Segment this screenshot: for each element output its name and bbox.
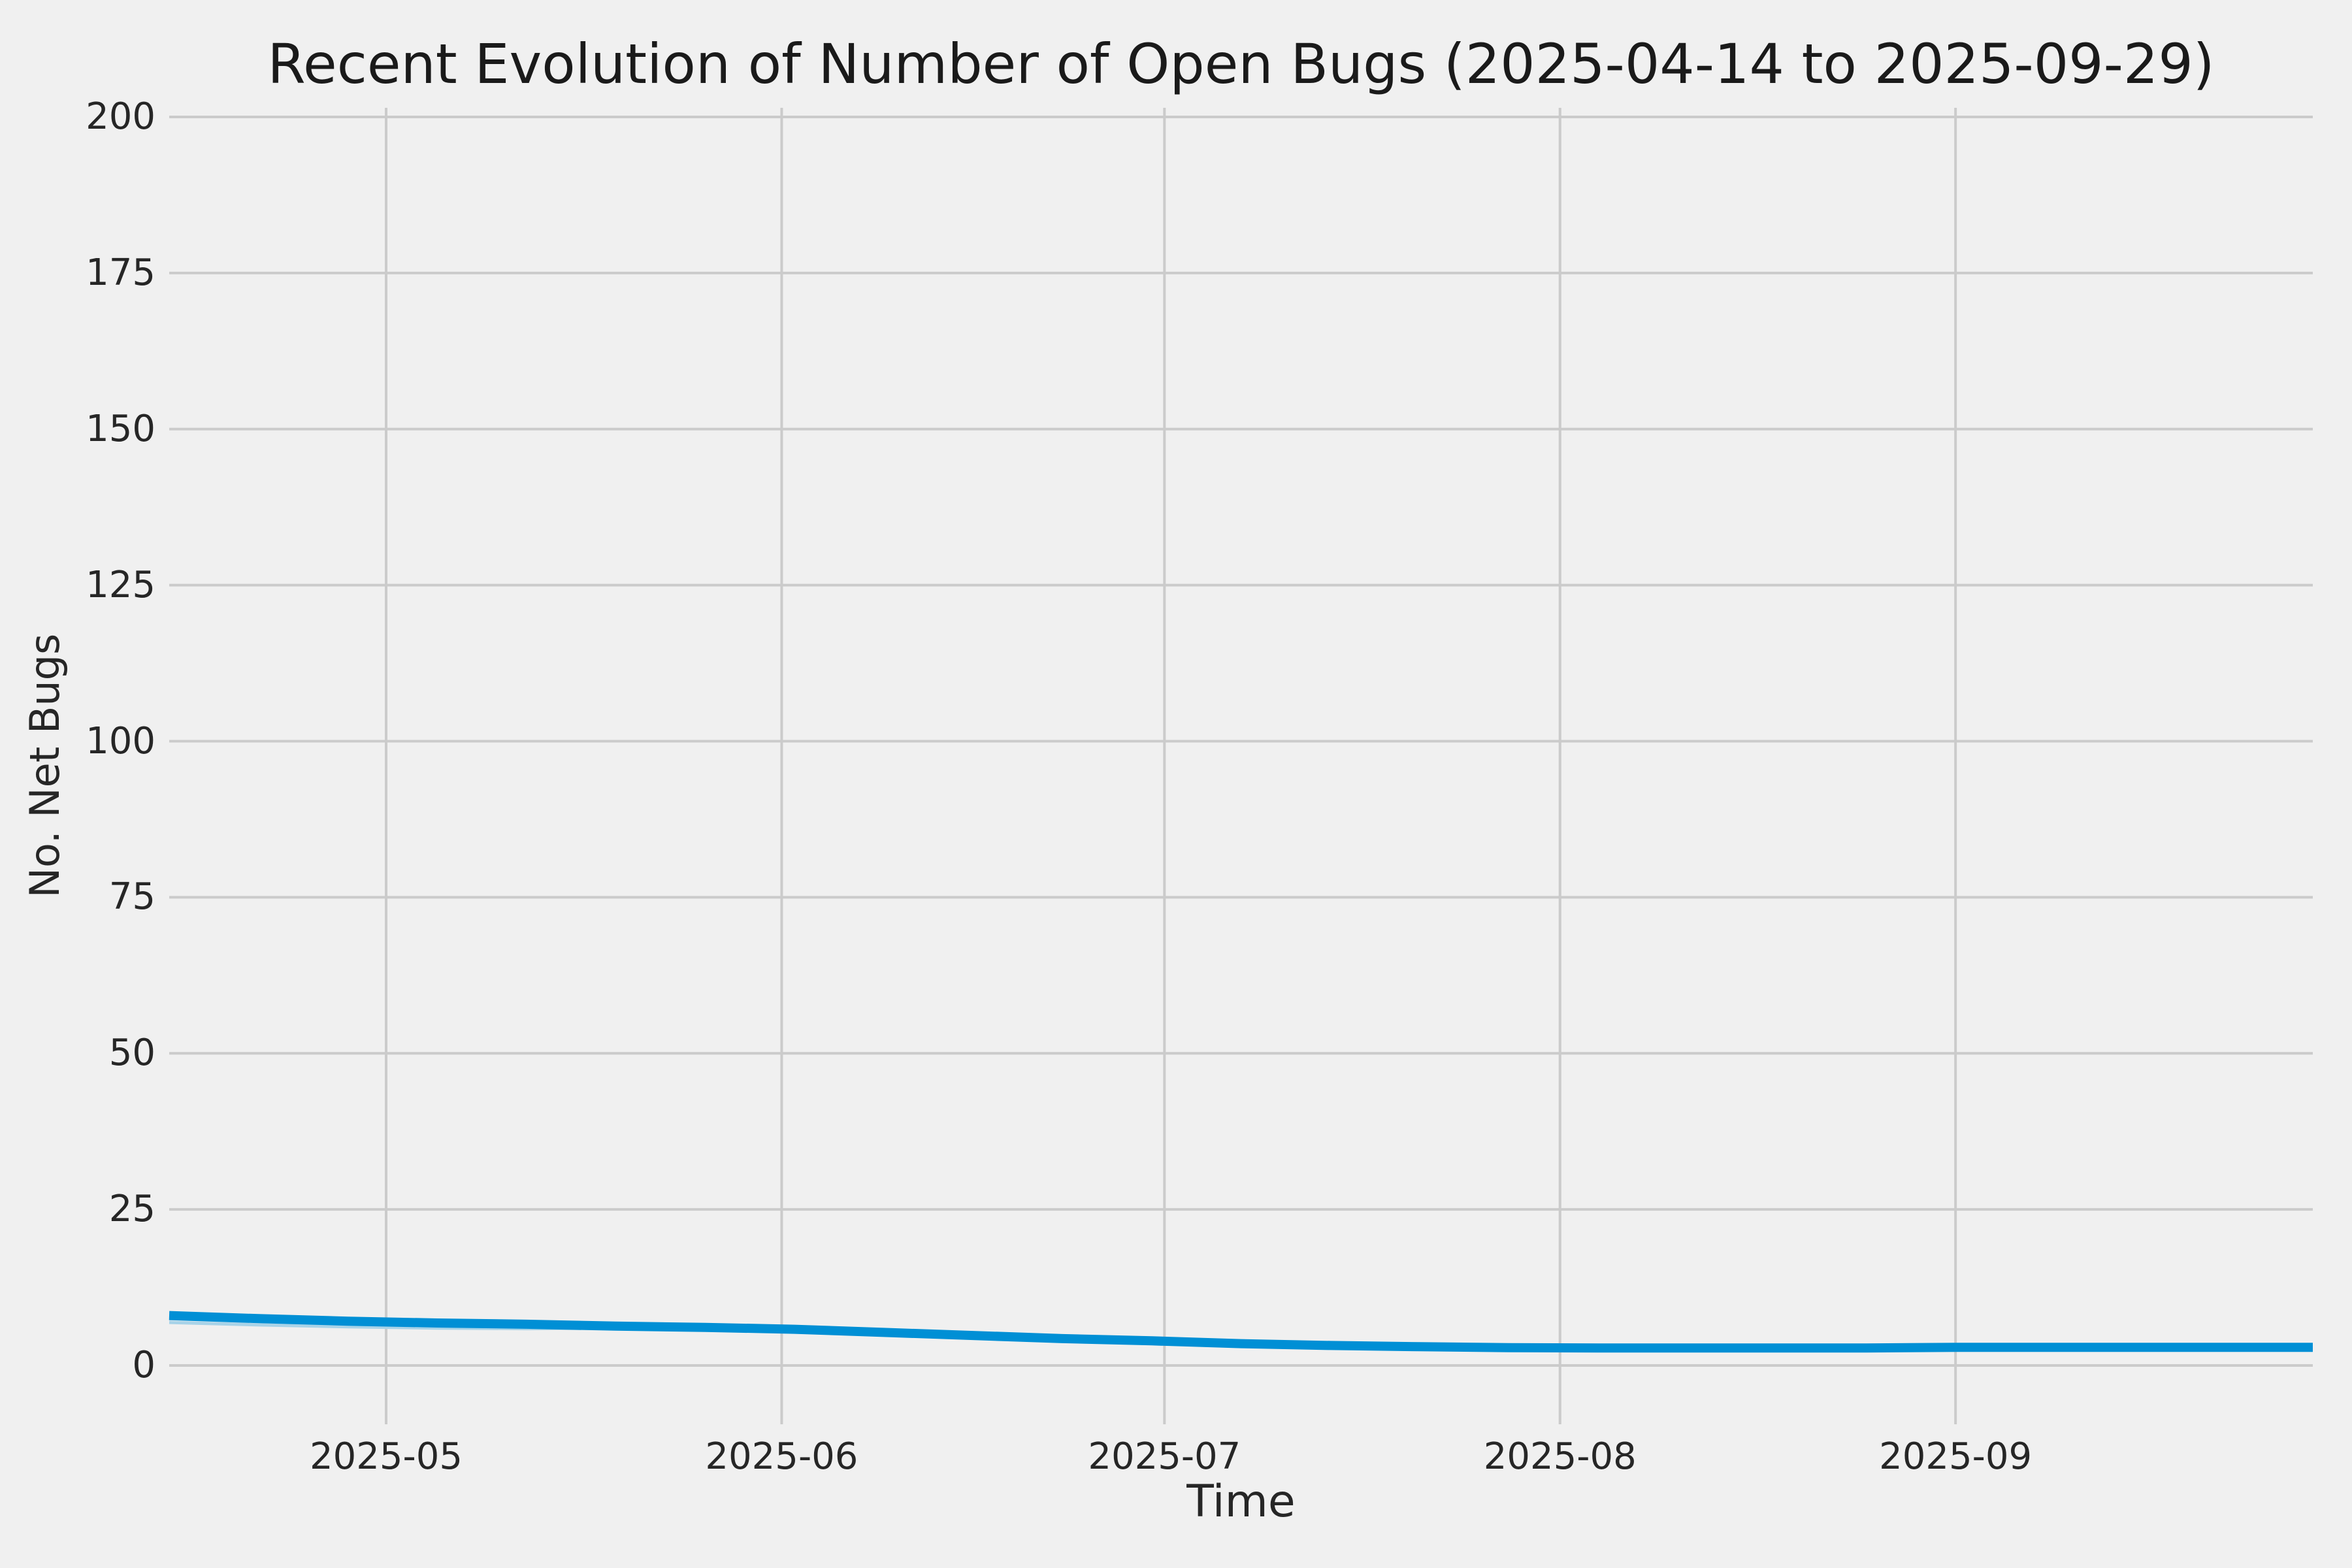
y-tick-label: 75: [108, 875, 155, 919]
y-tick-label: 50: [108, 1032, 155, 1075]
y-axis-label: No. Net Bugs: [21, 633, 69, 898]
x-tick-label: 2025-09: [1879, 1435, 2033, 1478]
x-tick-label: 2025-05: [310, 1435, 463, 1478]
x-tick-label: 2025-06: [705, 1435, 858, 1478]
y-tick-label: 150: [86, 407, 155, 450]
series-open-bugs: [169, 1311, 2313, 1353]
y-tick-label: 175: [86, 251, 155, 294]
y-tick-label: 0: [132, 1344, 155, 1386]
x-tick-label: 2025-07: [1088, 1435, 1241, 1478]
x-tick-label: 2025-08: [1483, 1435, 1637, 1478]
y-tick-label: 100: [86, 719, 155, 762]
x-axis-label: Time: [1186, 1476, 1296, 1527]
y-tick-label: 125: [86, 563, 155, 606]
y-tick-label: 25: [108, 1188, 155, 1231]
y-tick-label: 200: [86, 95, 155, 138]
chart-title: Recent Evolution of Number of Open Bugs …: [267, 32, 2215, 96]
